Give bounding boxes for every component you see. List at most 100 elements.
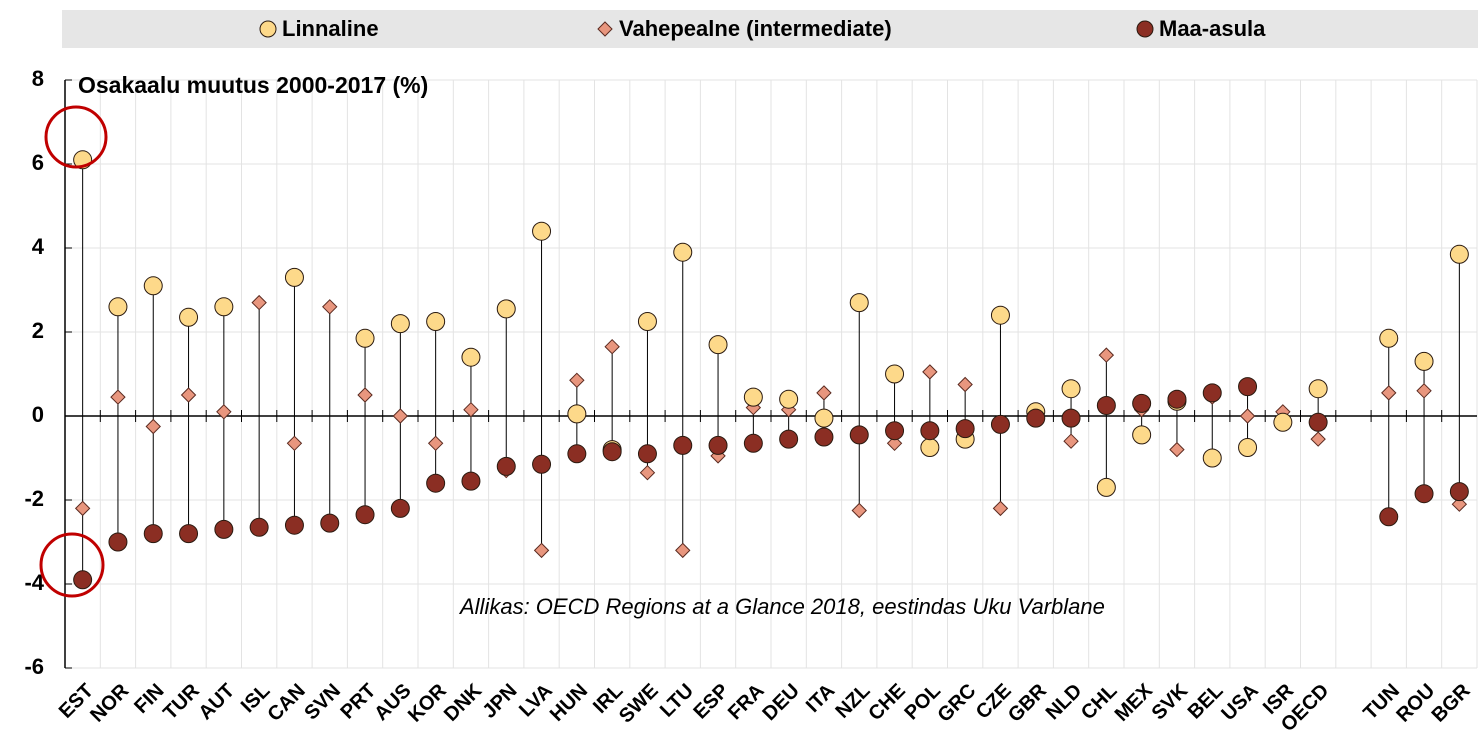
circle-marker xyxy=(708,335,728,355)
circle-marker xyxy=(1132,393,1152,413)
circle-marker xyxy=(885,364,905,384)
highlight-ring xyxy=(44,105,108,169)
circle-marker xyxy=(214,297,234,317)
y-tick-label: 8 xyxy=(32,66,44,91)
circle-marker xyxy=(1238,438,1258,457)
circle-marker xyxy=(249,517,269,537)
diamond-marker xyxy=(216,404,232,420)
x-tick-label: HUN xyxy=(546,680,592,726)
x-tick-label: POL xyxy=(900,680,945,725)
highlight-ring xyxy=(39,532,105,598)
circle-marker xyxy=(743,433,763,453)
diamond-marker xyxy=(286,435,303,452)
diamond-marker xyxy=(110,389,126,405)
circle-marker xyxy=(1096,477,1116,497)
circle-marker xyxy=(673,242,693,262)
circle-marker xyxy=(143,276,163,296)
diamond-marker xyxy=(604,338,620,355)
diamond-marker xyxy=(1451,496,1468,512)
circle-marker xyxy=(390,314,410,334)
x-tick-label: GRC xyxy=(933,680,980,727)
circle-marker xyxy=(1061,408,1081,428)
circle-marker xyxy=(532,454,552,474)
circle-marker xyxy=(73,570,93,590)
legend-marker xyxy=(259,20,277,38)
circle-marker xyxy=(637,444,657,464)
circle-marker xyxy=(108,297,128,317)
diamond-marker xyxy=(675,542,691,559)
x-tick-label: LTU xyxy=(656,680,698,722)
diamond-marker xyxy=(1239,408,1256,424)
x-tick-label: JPN xyxy=(478,680,521,723)
circle-marker xyxy=(214,519,234,539)
circle-marker xyxy=(355,505,375,525)
circle-marker xyxy=(143,524,163,544)
circle-marker xyxy=(179,524,199,544)
circle-marker xyxy=(990,305,1010,325)
x-tick-label: CHE xyxy=(864,680,909,725)
circle-marker xyxy=(849,293,869,313)
x-tick-label: BGR xyxy=(1428,679,1475,726)
circle-marker xyxy=(461,471,481,491)
circle-marker xyxy=(320,513,340,533)
diamond-marker xyxy=(957,376,973,393)
circle-marker xyxy=(814,427,834,447)
diamond-marker xyxy=(992,500,1009,517)
chart-title: Osakaalu muutus 2000-2017 (%) xyxy=(78,72,429,98)
diamond-marker xyxy=(922,364,938,380)
circle-marker xyxy=(1167,389,1187,409)
circle-marker xyxy=(1238,377,1258,397)
circle-marker xyxy=(708,435,728,455)
x-tick-label: SVN xyxy=(300,680,345,725)
circle-marker xyxy=(1379,507,1399,527)
circle-marker xyxy=(1132,425,1152,445)
y-tick-label: 6 xyxy=(32,150,44,175)
x-tick-label: ROU xyxy=(1392,680,1439,727)
diamond-marker xyxy=(569,372,585,389)
circle-marker xyxy=(1414,351,1434,371)
circle-marker xyxy=(390,498,410,518)
circle-marker xyxy=(637,312,657,331)
circle-marker xyxy=(849,425,869,445)
circle-marker xyxy=(567,444,587,464)
y-tick-label: -4 xyxy=(24,570,44,595)
x-tick-label: GBR xyxy=(1004,679,1051,726)
y-tick-label: -2 xyxy=(24,486,44,511)
x-tick-label: MEX xyxy=(1111,679,1158,726)
diamond-marker xyxy=(1416,383,1432,399)
x-tick-label: BEL xyxy=(1184,680,1228,724)
circle-marker xyxy=(567,404,587,424)
circle-marker xyxy=(779,429,799,449)
circle-marker xyxy=(920,438,940,457)
circle-marker xyxy=(990,414,1010,434)
circle-marker xyxy=(779,389,799,409)
circle-marker xyxy=(885,421,905,441)
circle-marker xyxy=(355,328,375,348)
circle-marker xyxy=(1273,412,1293,432)
diamond-marker xyxy=(251,294,267,311)
legend-marker xyxy=(597,21,613,37)
circle-marker xyxy=(1414,484,1434,504)
diamond-marker xyxy=(1063,433,1079,449)
x-tick-label: NOR xyxy=(86,679,133,726)
x-tick-label: USA xyxy=(1217,680,1262,725)
diamond-marker xyxy=(1310,431,1326,447)
circle-marker xyxy=(1026,408,1046,428)
x-tick-label: ESP xyxy=(689,680,733,724)
diamond-marker xyxy=(427,435,444,452)
diamond-marker xyxy=(74,500,91,517)
diamond-marker xyxy=(180,387,197,403)
y-tick-label: 0 xyxy=(32,402,44,427)
x-tick-label: SVK xyxy=(1148,679,1193,724)
legend-label: Vahepealne (intermediate) xyxy=(619,16,892,41)
x-tick-label: CHL xyxy=(1077,680,1122,725)
x-tick-label: DEU xyxy=(758,680,803,725)
circle-marker xyxy=(673,435,693,455)
x-tick-label: FRA xyxy=(724,680,769,725)
x-tick-label: NLD xyxy=(1042,680,1087,725)
circle-marker xyxy=(532,221,552,241)
y-tick-label: 4 xyxy=(32,234,45,259)
diamond-marker xyxy=(145,418,161,435)
x-tick-label: PRT xyxy=(336,680,380,724)
